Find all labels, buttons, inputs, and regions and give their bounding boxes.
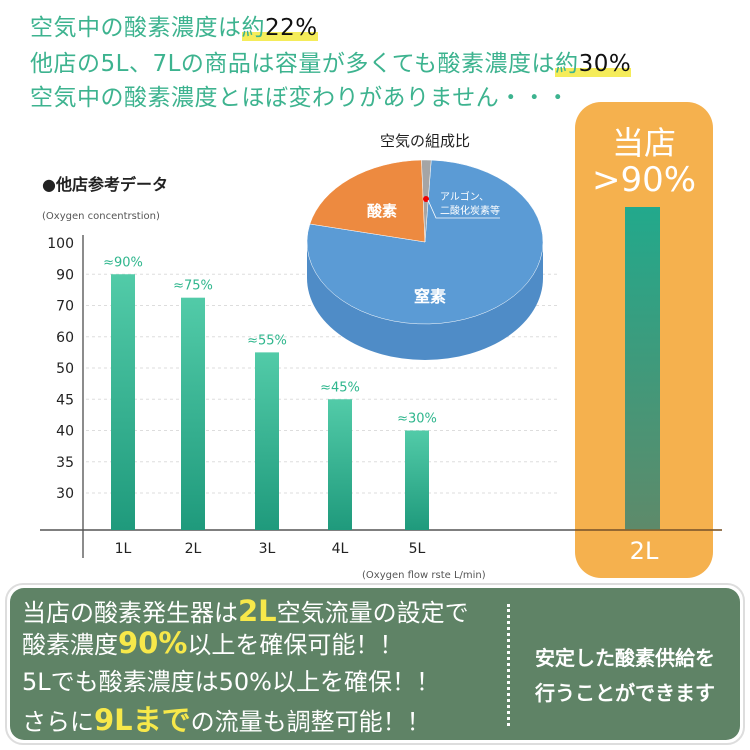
info-right-line-2: 行うことができます bbox=[535, 681, 715, 705]
own-store-category: 2L bbox=[629, 537, 659, 565]
info-line-1: 当店の酸素発生器は2L空気流量の設定で bbox=[22, 593, 469, 628]
pie-slice-oxygen bbox=[309, 159, 426, 243]
info-line-3: 5Lでも酸素濃度は50%以上を確保！！ bbox=[22, 668, 440, 696]
y-tick-label: 70 bbox=[56, 299, 74, 315]
text: 酸素濃度 bbox=[22, 631, 118, 659]
text: の流量も調整可能！！ bbox=[190, 708, 431, 736]
headline-text: 他店の5L、7Lの商品は容量が多くても酸素濃度は bbox=[30, 51, 556, 77]
y-tick-label: 100 bbox=[47, 236, 74, 252]
pie-label-nitrogen: 窒素 bbox=[414, 287, 446, 306]
x-tick-label: 1L bbox=[115, 541, 132, 557]
x-axis-label: (Oxygen flow rste L/min) bbox=[362, 570, 486, 581]
highlight: 2L bbox=[238, 594, 277, 628]
chart-canvas: ●他店参考データ (Oxygen concentrstion) 100 90 70 60 5… bbox=[40, 132, 722, 581]
data-label: ≈55% bbox=[247, 333, 287, 348]
headline-line-2: 他店の5L、7Lの商品は容量が多くても酸素濃度は約30% bbox=[30, 44, 632, 78]
own-store-title: 当店 bbox=[611, 124, 676, 162]
y-tick-label: 35 bbox=[56, 455, 74, 471]
x-tick-label: 3L bbox=[259, 541, 276, 557]
y-tick-label: 90 bbox=[56, 267, 74, 283]
text: 当店の酸素発生器は bbox=[22, 599, 238, 627]
headline-mark: 約 bbox=[241, 15, 265, 41]
headline-text: 空気中の酸素濃度は bbox=[30, 15, 242, 41]
headline-line-1: 空気中の酸素濃度は約22% bbox=[30, 8, 318, 42]
headline-line-3: 空気中の酸素濃度とほぼ変わりがありません・・・ bbox=[30, 85, 570, 111]
highlight: 90% bbox=[118, 626, 188, 660]
own-store-value: >90% bbox=[591, 160, 697, 200]
y-tick-label: 60 bbox=[56, 330, 74, 346]
headline-value: 30% bbox=[578, 51, 632, 77]
y-tick-label: 30 bbox=[56, 486, 74, 502]
pie-leader-line bbox=[427, 199, 500, 219]
data-label: ≈90% bbox=[103, 255, 143, 270]
pie-label-oxygen: 酸素 bbox=[367, 202, 397, 220]
info-line-4: さらに9Lまでの流量も調整可能！！ bbox=[22, 697, 431, 739]
x-tick-label: 5L bbox=[409, 541, 426, 557]
info-right-line-1: 安定した酸素供給を bbox=[535, 646, 715, 670]
highlight: 9Lまで bbox=[94, 703, 191, 737]
y-tick-label: 50 bbox=[56, 361, 74, 377]
y-axis-label: (Oxygen concentrstion) bbox=[42, 211, 160, 222]
text: 以上を確保可能！！ bbox=[187, 631, 404, 659]
chart-title: ●他店参考データ bbox=[42, 175, 168, 194]
pie-annotation: アルゴン、 bbox=[440, 190, 489, 203]
bar-4L bbox=[328, 399, 352, 530]
own-store-bar bbox=[625, 207, 660, 530]
text: 空気流量の設定で bbox=[276, 599, 469, 627]
data-label: ≈30% bbox=[397, 412, 437, 427]
y-tick-label: 45 bbox=[56, 392, 74, 408]
y-tick-label: 40 bbox=[56, 424, 74, 440]
x-tick-label: 4L bbox=[332, 541, 349, 557]
dotted-divider bbox=[507, 604, 510, 726]
data-label: ≈75% bbox=[173, 279, 213, 294]
pie-annotation: 二酸化炭素等 bbox=[440, 204, 500, 217]
text: さらに bbox=[22, 708, 94, 736]
data-label: ≈45% bbox=[320, 380, 360, 395]
info-line-2: 酸素濃度90%以上を確保可能！！ bbox=[22, 625, 403, 660]
pie-title: 空気の組成比 bbox=[380, 132, 470, 150]
pie-marker bbox=[423, 196, 429, 202]
x-tick-label: 2L bbox=[185, 541, 202, 557]
bar-1L bbox=[111, 274, 135, 530]
info-box bbox=[10, 588, 740, 740]
bar-5L bbox=[405, 430, 429, 530]
headline-mark: 約 bbox=[555, 51, 579, 77]
bar-3L bbox=[255, 352, 279, 530]
bar-2L bbox=[181, 297, 205, 530]
headline-value: 22% bbox=[265, 15, 318, 41]
